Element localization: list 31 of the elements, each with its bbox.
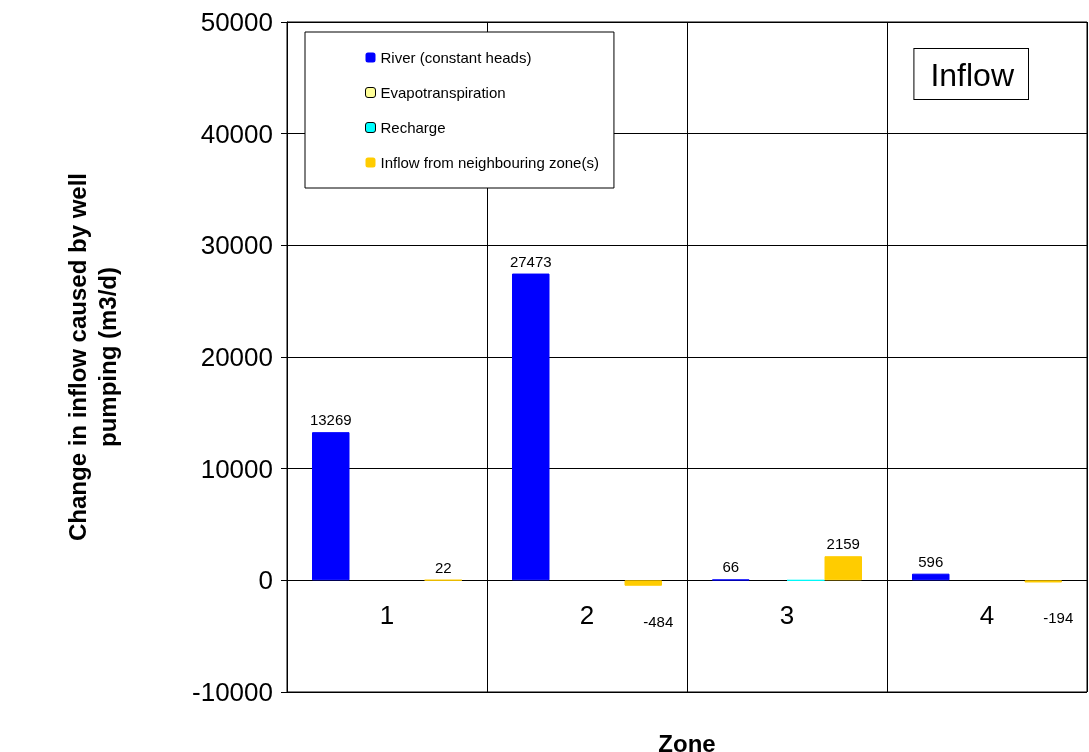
- x-tick-label: 2: [579, 600, 595, 631]
- data-label: 596: [918, 552, 944, 570]
- legend-label: Evapotranspiration: [380, 84, 506, 101]
- y-tick-label: -10000: [192, 677, 273, 707]
- y-tick-label: 50000: [200, 7, 273, 37]
- bar: [824, 556, 862, 581]
- bar: [624, 580, 662, 586]
- y-tick-label: 40000: [200, 118, 273, 149]
- legend-label: River (constant heads): [380, 49, 532, 66]
- annotation: Inflow: [930, 57, 1015, 93]
- bar: [512, 273, 550, 581]
- data-label: -484: [643, 612, 674, 630]
- data-label: 22: [434, 558, 452, 576]
- legend-label: Inflow from neighbouring zone(s): [380, 154, 599, 171]
- x-tick-label: 4: [979, 600, 995, 631]
- bar: [312, 432, 350, 581]
- bar: [912, 573, 950, 581]
- x-tick-label: 3: [779, 600, 795, 631]
- y-tick-label: 0: [258, 565, 273, 596]
- y-tick-label: 20000: [200, 342, 273, 372]
- x-axis-title: Zone: [658, 729, 716, 752]
- data-label: 13269: [309, 411, 352, 429]
- data-label: 66: [722, 558, 740, 576]
- data-label: -194: [1043, 609, 1074, 627]
- data-label: 27473: [509, 252, 552, 270]
- y-tick-label: 10000: [200, 453, 273, 484]
- legend-label: Recharge: [380, 119, 446, 136]
- y-axis-title: Change in inflow caused by well pumping (m3/d): [63, 172, 121, 542]
- y-tick-label: 30000: [200, 230, 273, 261]
- x-tick-label: 1: [379, 600, 395, 631]
- data-label: 2159: [826, 535, 860, 553]
